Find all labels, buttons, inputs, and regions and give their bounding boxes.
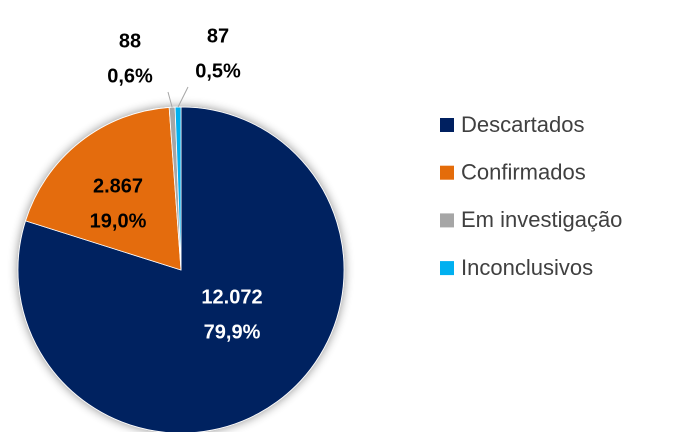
legend-label: Descartados bbox=[461, 112, 585, 137]
data-label: 0,6% bbox=[107, 65, 153, 87]
pie-slice bbox=[25, 107, 182, 271]
legend-label: Confirmados bbox=[461, 160, 586, 185]
legend-label: Inconclusivos bbox=[461, 255, 593, 280]
legend-label: Em investigação bbox=[461, 207, 622, 232]
legend-swatch bbox=[440, 165, 454, 180]
leader-line bbox=[167, 91, 173, 108]
data-label: 19,0% bbox=[90, 210, 147, 232]
legend-swatch bbox=[440, 213, 454, 228]
data-label: 12.072 bbox=[201, 286, 262, 308]
legend-swatch bbox=[440, 261, 454, 276]
pie bbox=[17, 106, 345, 432]
legend-swatch bbox=[440, 118, 454, 132]
data-label: 88 bbox=[119, 30, 141, 52]
data-label: 0,5% bbox=[195, 60, 241, 82]
pie-slice bbox=[174, 106, 182, 271]
data-label: 2.867 bbox=[93, 175, 143, 197]
data-label: 79,9% bbox=[204, 321, 261, 343]
data-label: 87 bbox=[207, 25, 229, 47]
leader-line bbox=[177, 86, 189, 108]
